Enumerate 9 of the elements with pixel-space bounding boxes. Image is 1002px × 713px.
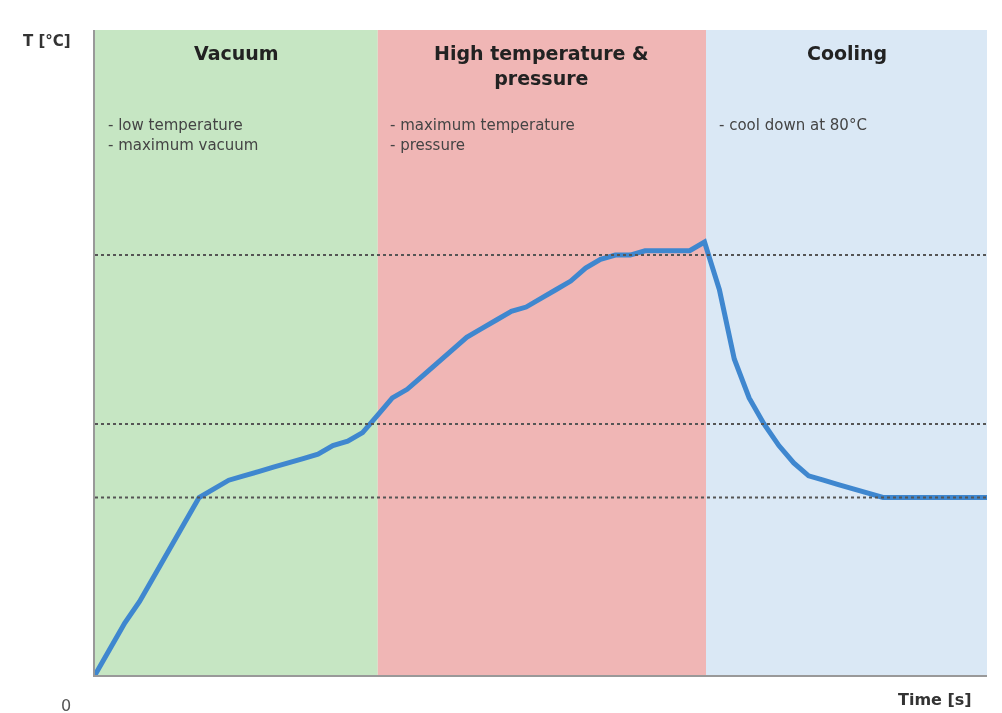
text: Vacuum	[194, 42, 279, 64]
text: 0	[61, 696, 72, 713]
text: Cooling	[807, 42, 888, 64]
text: - maximum temperature - pressure	[390, 116, 575, 154]
x-axis-title: Time [s]	[898, 690, 972, 709]
text: - cool down at 80°C	[719, 116, 867, 134]
text: T [°C]	[23, 32, 71, 50]
text: High temperature & pressure	[434, 42, 649, 89]
text: - low temperature - maximum vacuum	[108, 116, 259, 154]
